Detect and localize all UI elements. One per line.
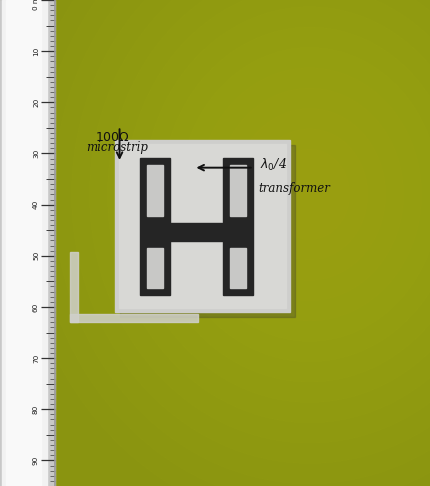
- Bar: [140, 158, 170, 295]
- Bar: [70, 252, 78, 322]
- Bar: [2, 0, 47, 486]
- Bar: [230, 248, 246, 288]
- Bar: [70, 314, 198, 322]
- Text: $100\Omega$: $100\Omega$: [95, 131, 129, 144]
- Bar: [0, 0, 55, 486]
- Text: 60: 60: [33, 302, 39, 312]
- Bar: [147, 165, 163, 216]
- Text: 70: 70: [33, 353, 39, 363]
- Bar: [170, 223, 223, 241]
- Text: 90: 90: [33, 456, 39, 465]
- Text: 50: 50: [33, 251, 39, 260]
- Bar: [230, 165, 246, 216]
- Text: transformer: transformer: [258, 182, 330, 195]
- Text: 80: 80: [33, 405, 39, 414]
- Bar: [120, 145, 295, 317]
- Bar: [147, 248, 163, 288]
- Text: 0 mm: 0 mm: [33, 0, 39, 10]
- Text: 10: 10: [33, 47, 39, 56]
- Text: 20: 20: [33, 98, 39, 107]
- Text: 30: 30: [33, 149, 39, 158]
- Text: microstrip: microstrip: [86, 141, 148, 154]
- Text: 40: 40: [33, 200, 39, 209]
- Bar: [115, 140, 290, 312]
- Bar: [223, 158, 253, 295]
- Text: $\lambda_0$/4: $\lambda_0$/4: [260, 156, 287, 173]
- Bar: [6, 0, 41, 486]
- Bar: [119, 144, 286, 308]
